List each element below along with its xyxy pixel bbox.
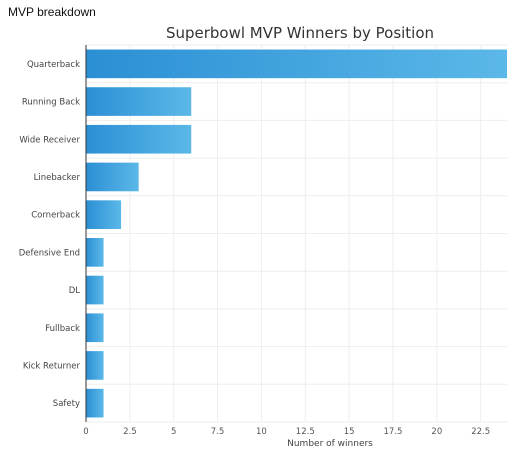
bar-quarterback (86, 49, 507, 79)
y-tick-label: DL (69, 286, 81, 296)
y-tick-label: Kick Returner (23, 361, 81, 371)
bar-kick-returner (86, 351, 104, 380)
grid-layer (86, 44, 507, 423)
x-tick-label: 17.5 (384, 427, 403, 437)
x-tick-label: 2.5 (123, 427, 137, 437)
x-tick-label: 12.5 (296, 427, 315, 437)
x-tick-label: 0 (83, 427, 88, 437)
y-tick-label: Wide Receiver (19, 135, 80, 145)
y-tick-label: Fullback (45, 324, 80, 334)
bar-cornerback (86, 200, 122, 229)
x-tick-label: 5 (171, 427, 176, 437)
y-tick-label: Cornerback (31, 211, 80, 221)
x-tick-label: 7.5 (211, 427, 225, 437)
x-tick-label: 20 (431, 427, 442, 437)
y-tick-label: Defensive End (19, 248, 80, 258)
x-tick-label: 10 (256, 427, 267, 437)
bar-dl (86, 275, 104, 305)
y-tick-label: Safety (53, 399, 80, 409)
bar-linebacker (86, 162, 139, 192)
x-tick-label: 22.5 (471, 427, 490, 437)
y-tick-label: Quarterback (27, 60, 80, 70)
x-tick-layer: 0 2.5 5 7.5 10 12.5 15 17.5 20 22.5 (83, 427, 490, 437)
bar-running-back (86, 87, 192, 116)
bar-defensive-end (86, 238, 104, 267)
y-tick-label: Linebacker (34, 173, 81, 183)
page-header: MVP breakdown (8, 5, 96, 19)
chart-title: Superbowl MVP Winners by Position (166, 24, 434, 42)
y-tick-layer: Quarterback Running Back Wide Receiver Line… (19, 60, 81, 409)
bar-wide-receiver (86, 124, 192, 154)
bar-layer (86, 49, 507, 418)
bar-safety (86, 388, 104, 418)
bar-fullback (86, 313, 104, 343)
y-tick-label: Running Back (22, 98, 80, 108)
x-tick-label: 15 (344, 427, 355, 437)
x-axis-label: Number of winners (287, 439, 373, 449)
